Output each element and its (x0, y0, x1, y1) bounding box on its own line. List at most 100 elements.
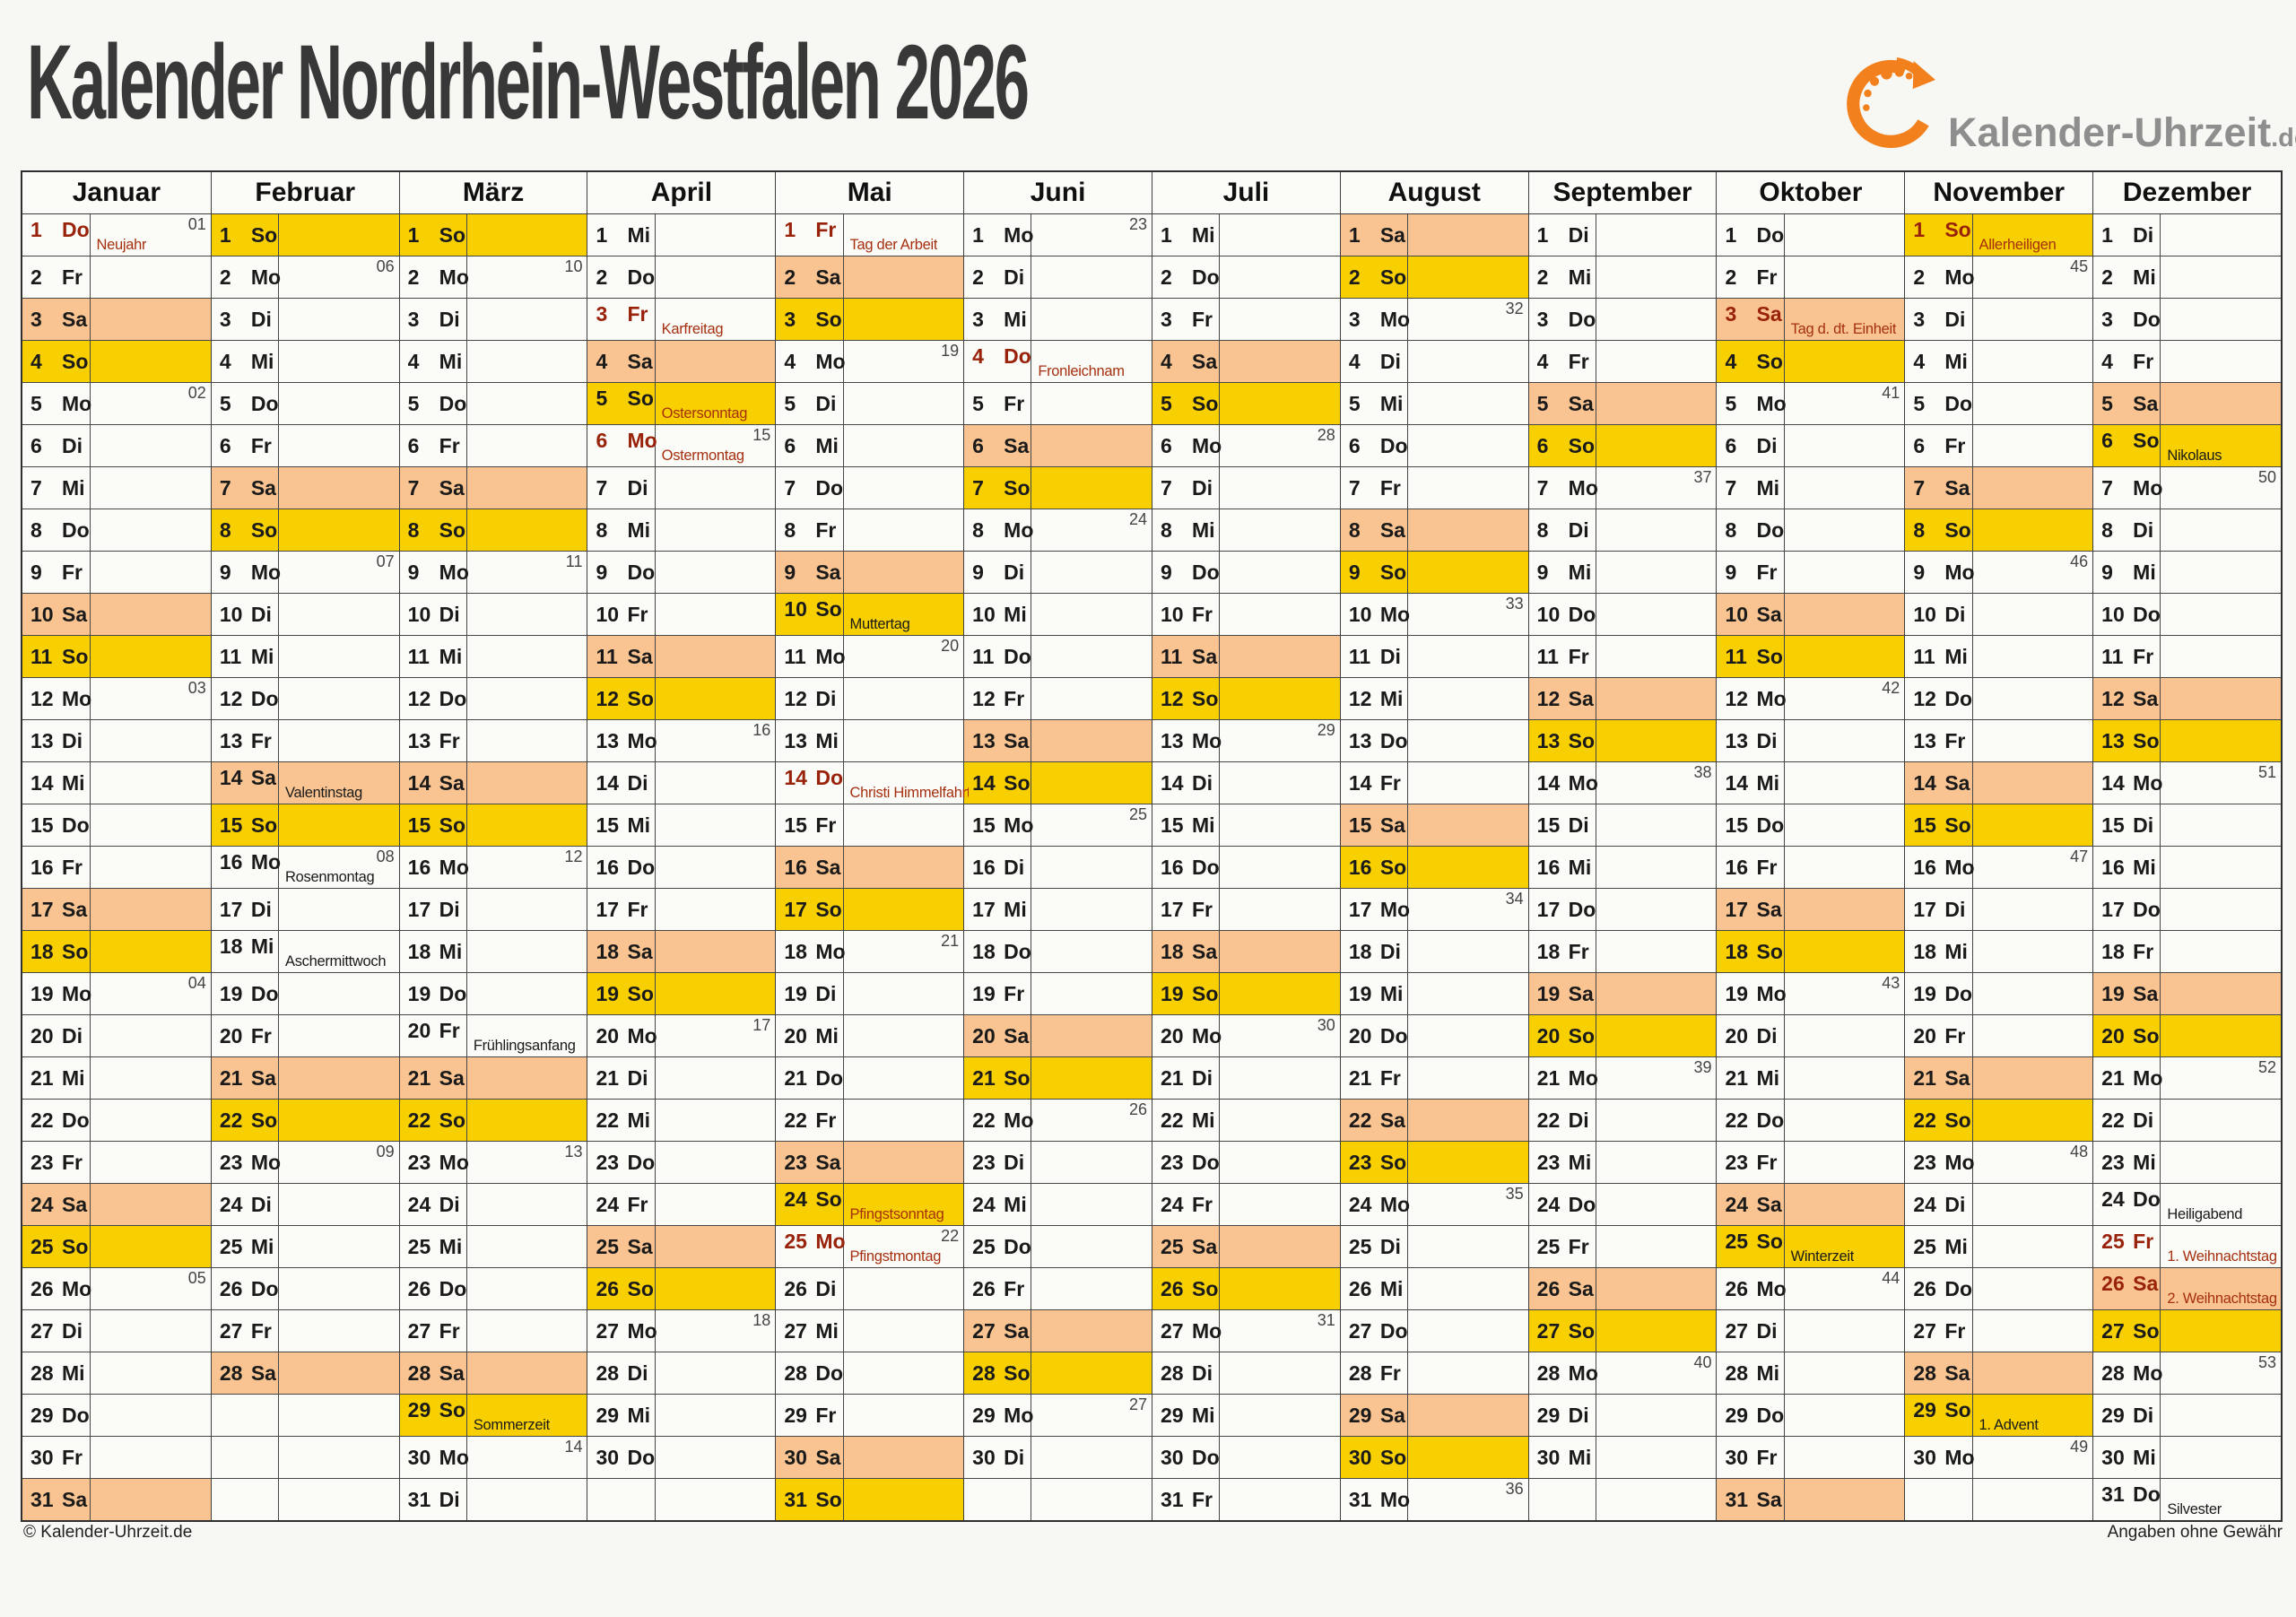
day-number: 15 (219, 813, 243, 837)
weekday-label: So (2133, 728, 2160, 752)
weekday-label: Mo (1944, 1445, 1975, 1469)
day-note-cell (656, 804, 776, 846)
day-number: 6 (1913, 433, 1926, 457)
day-number: 12 (407, 686, 431, 710)
weekday-label: Do (815, 1065, 843, 1090)
weekday-label: Di (250, 307, 272, 331)
day-note-cell (1031, 256, 1152, 298)
weekday-label: Sa (2133, 1272, 2159, 1295)
weekday-label: Do (1756, 1108, 1785, 1132)
day-note-cell (2161, 256, 2281, 298)
day-number: 8 (784, 517, 796, 542)
day-cell: 21 Fr (1341, 1057, 1408, 1099)
weekday-label: Do (1756, 222, 1785, 247)
day-note-cell (91, 425, 211, 466)
day-cell: 27 So (1529, 1310, 1596, 1352)
month-column: November 1 So Allerheiligen 2 Mo 45 3 Di 4 Mi 5 Do 6 F… (1904, 172, 2093, 1520)
day-row: 15 Di (2093, 804, 2281, 847)
day-cell: 17 Sa (1717, 889, 1785, 930)
day-cell: 9 Mo (1905, 552, 1975, 593)
day-row: 18 Mi (1905, 931, 2093, 973)
day-cell: 5 Di (776, 383, 844, 424)
weekday-label: Sa (1379, 813, 1405, 837)
day-note-cell (279, 1268, 399, 1309)
day-row: 24 Di (1905, 1184, 2093, 1226)
day-row: 1 Mi (587, 214, 776, 256)
day-cell: 22 Sa (1341, 1100, 1408, 1141)
weekday-label: Do (1568, 602, 1596, 626)
weekday-label: Mo (439, 265, 469, 289)
day-row: 6 So Nikolaus (2093, 425, 2281, 467)
day-note-cell (656, 762, 776, 804)
day-note-cell (1973, 425, 2093, 466)
day-row: 13 Mo 16 (587, 720, 776, 762)
day-number: 25 (407, 1234, 431, 1258)
day-number: 8 (596, 517, 608, 542)
day-note-cell (1785, 1184, 1905, 1225)
weekday-label: Mo (1756, 686, 1787, 710)
day-cell: 19 So (1152, 973, 1221, 1014)
day-note-cell (279, 804, 399, 846)
day-number: 4 (1160, 349, 1172, 373)
day-cell: 26 Di (776, 1268, 844, 1309)
day-cell: 3 So (776, 299, 844, 340)
day-number: 18 (972, 939, 996, 963)
day-cell: 6 Di (22, 425, 91, 466)
day-note-cell (1596, 720, 1717, 761)
day-note-cell (1596, 1437, 1717, 1478)
day-cell: 13 Do (1341, 720, 1408, 761)
day-cell: 13 Mi (776, 720, 844, 761)
day-number: 30 (30, 1445, 54, 1469)
day-note-cell (656, 636, 776, 677)
day-row: 20 Mo 17 (587, 1015, 776, 1057)
day-number: 17 (596, 897, 620, 921)
day-number: 2 (972, 265, 984, 289)
weekday-label: Sa (1568, 981, 1594, 1005)
day-cell: 5 So (1152, 383, 1221, 424)
day-note-cell (1408, 1310, 1528, 1352)
day-row: 19 Sa (2093, 973, 2281, 1015)
day-cell: 22 So (212, 1100, 279, 1141)
week-number: 12 (564, 848, 583, 865)
day-number: 7 (1913, 475, 1926, 500)
weekday-label: Mo (1004, 1403, 1034, 1427)
day-number: 24 (1348, 1192, 1372, 1216)
day-number: 5 (1536, 391, 1549, 415)
day-row: 17 Mo 34 (1340, 889, 1528, 931)
day-number: 14 (1160, 770, 1184, 795)
day-number: 22 (1913, 1108, 1936, 1132)
day-number: 25 (1348, 1234, 1372, 1258)
day-row: 17 Fr (587, 889, 776, 931)
day-number: 8 (1160, 517, 1172, 542)
weekday-label: Do (1756, 1403, 1785, 1427)
day-note-cell (1973, 594, 2093, 635)
day-row: 29 Di (2093, 1395, 2281, 1437)
day-note-cell (279, 1310, 399, 1352)
weekday-label: Mo (1191, 433, 1222, 457)
weekday-label: Di (439, 897, 460, 921)
day-cell: 23 So (1341, 1142, 1408, 1183)
weekday-label: Sa (62, 897, 88, 921)
day-cell: 24 Sa (1717, 1184, 1785, 1225)
holiday-label: 2. Weihnachtstag (2167, 1291, 2277, 1307)
day-cell: 21 Mi (22, 1057, 91, 1099)
day-number: 19 (1725, 981, 1749, 1005)
weekday-label: Fr (62, 855, 83, 879)
day-note-cell (1408, 1142, 1528, 1183)
day-number: 9 (972, 560, 984, 584)
day-cell: 7 Do (776, 467, 844, 509)
day-number: 15 (1348, 813, 1372, 837)
day-row: 27 Di (1717, 1310, 1905, 1352)
month-header: März (399, 172, 587, 214)
weekday-label: Di (1944, 307, 1966, 331)
weekday-label: Mi (250, 1234, 274, 1258)
weekday-label: Sa (2133, 981, 2159, 1005)
day-number: 3 (972, 307, 984, 331)
day-cell: 14 Sa (212, 762, 279, 804)
weekday-label: Di (439, 1192, 460, 1216)
day-number: 25 (219, 1234, 243, 1258)
day-cell: 12 So (587, 678, 656, 719)
day-number: 6 (30, 433, 42, 457)
day-note-cell (844, 1015, 964, 1056)
day-row: 19 Mi (1340, 973, 1528, 1015)
